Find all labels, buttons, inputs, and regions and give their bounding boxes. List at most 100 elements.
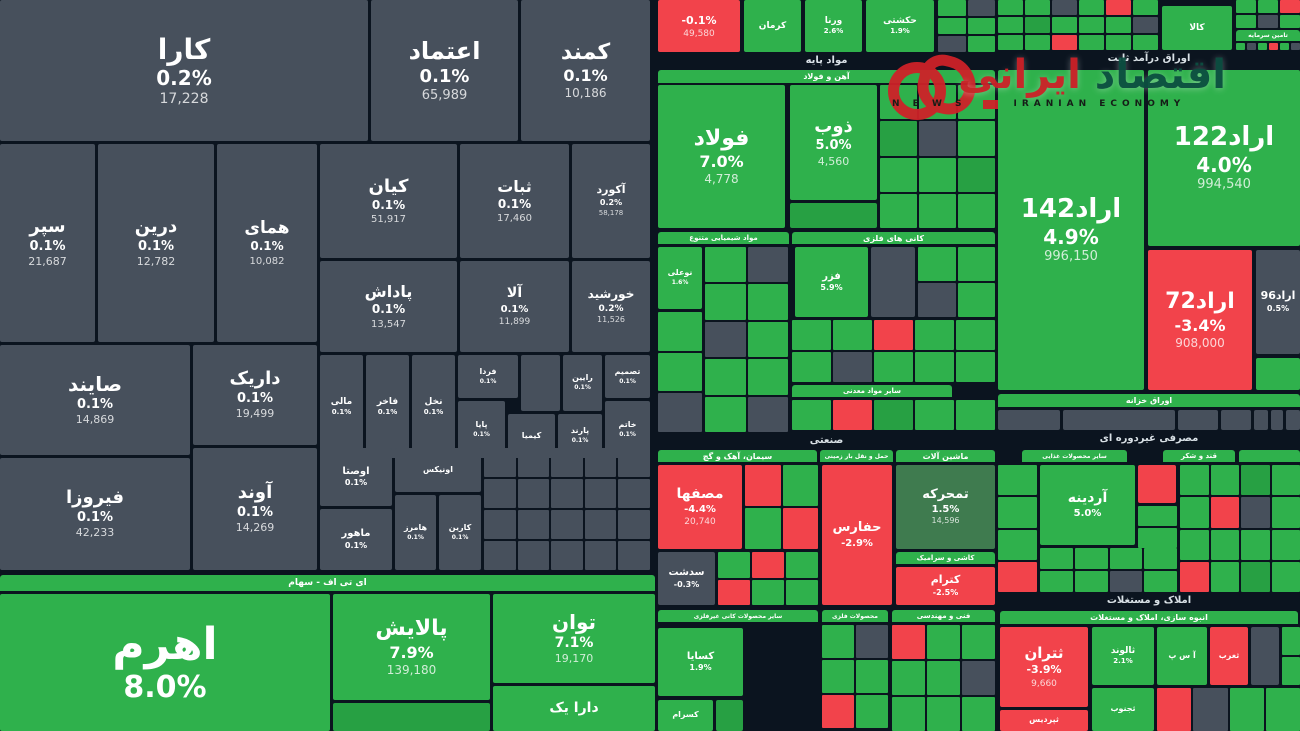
- mosaic-cell[interactable]: [1210, 561, 1239, 592]
- mosaic-cell[interactable]: [1133, 0, 1158, 16]
- mosaic-cell[interactable]: [938, 36, 966, 52]
- tile-اونیکس[interactable]: اونیکس: [395, 448, 481, 492]
- tile-مصفها[interactable]: مصفها -4.4% 20,740: [658, 465, 742, 549]
- mosaic-cell[interactable]: [1052, 0, 1077, 16]
- mosaic-cell[interactable]: [1271, 561, 1300, 592]
- mosaic-cell[interactable]: [705, 247, 746, 283]
- mosaic-cell[interactable]: [1106, 0, 1131, 16]
- mosaic-cell[interactable]: [618, 479, 650, 508]
- mosaic-cell[interactable]: [618, 541, 650, 570]
- mosaic-cell[interactable]: [958, 157, 995, 192]
- mosaic-cell[interactable]: [484, 448, 516, 477]
- mosaic-cell[interactable]: [792, 400, 831, 430]
- mosaic-cell[interactable]: [918, 283, 956, 317]
- mosaic-cell[interactable]: [584, 541, 617, 570]
- mosaic-cell[interactable]: [1271, 529, 1300, 560]
- mosaic-cell[interactable]: [718, 579, 750, 605]
- mosaic-cell[interactable]: [957, 247, 995, 281]
- mosaic-cell[interactable]: [938, 0, 966, 16]
- mosaic-cell[interactable]: [1236, 0, 1256, 13]
- mosaic-cell[interactable]: [1040, 571, 1073, 592]
- mosaic-cell[interactable]: [1025, 0, 1050, 16]
- mosaic-cell[interactable]: [1180, 465, 1209, 496]
- mosaic-cell[interactable]: [856, 625, 888, 658]
- mosaic-cell[interactable]: [1052, 34, 1077, 50]
- tile-cell[interactable]: [1221, 410, 1251, 430]
- mosaic-cell[interactable]: [1025, 34, 1050, 50]
- tile-کترام[interactable]: کترام -2.5%: [896, 567, 995, 605]
- mosaic-cell[interactable]: [584, 510, 617, 539]
- tile-اهرم[interactable]: اهرم 8.0%: [0, 594, 330, 731]
- mosaic-cell[interactable]: [1241, 497, 1270, 528]
- tile-ماهور[interactable]: ماهور 0.1%: [320, 509, 392, 570]
- mosaic-cell[interactable]: [551, 541, 583, 570]
- tile-اراد96[interactable]: اراد96 0.5%: [1256, 250, 1300, 354]
- tile-ثجنوب[interactable]: ثجنوب: [1092, 688, 1154, 731]
- mosaic-cell[interactable]: [880, 157, 917, 192]
- tile-آلا[interactable]: آلا 0.1% 11,899: [460, 261, 569, 352]
- tile-فردا[interactable]: فردا 0.1%: [458, 355, 518, 398]
- mosaic-cell[interactable]: [998, 465, 1037, 496]
- mosaic-cell[interactable]: [833, 400, 872, 430]
- tile-نخل[interactable]: نخل 0.1%: [412, 355, 455, 458]
- mosaic-cell[interactable]: [918, 247, 956, 281]
- tile-پالایش[interactable]: پالایش 7.9% 139,180: [333, 594, 490, 700]
- mosaic-cell[interactable]: [967, 0, 995, 16]
- tile-ذوب[interactable]: ذوب 5.0% 4,560: [790, 85, 877, 200]
- mosaic-cell[interactable]: [658, 393, 702, 432]
- mosaic-cell[interactable]: [705, 321, 746, 358]
- mosaic-cell[interactable]: [962, 625, 995, 659]
- mosaic-cell[interactable]: [915, 320, 954, 350]
- mosaic-cell[interactable]: [1271, 497, 1300, 528]
- mosaic-cell[interactable]: [856, 695, 888, 728]
- mosaic-cell[interactable]: [919, 157, 956, 192]
- mosaic-cell[interactable]: [782, 465, 818, 506]
- mosaic-cell[interactable]: [1157, 688, 1192, 731]
- mosaic-cell[interactable]: [745, 465, 781, 506]
- mosaic-cell[interactable]: [1291, 43, 1300, 50]
- mosaic-cell[interactable]: [1144, 571, 1177, 592]
- mosaic-cell[interactable]: [1236, 43, 1245, 50]
- mosaic-cell[interactable]: [1210, 497, 1239, 528]
- mosaic-cell[interactable]: [705, 396, 746, 432]
- mosaic-cell[interactable]: [958, 121, 995, 156]
- mosaic-cell[interactable]: [786, 579, 818, 605]
- mosaic-cell[interactable]: [833, 352, 872, 382]
- tile-درین[interactable]: درین 0.1% 12,782: [98, 144, 214, 342]
- mosaic-cell[interactable]: [919, 193, 956, 228]
- tile-کمند[interactable]: کمند 0.1% 10,186: [521, 0, 650, 141]
- tile-پاداش[interactable]: پاداش 0.1% 13,547: [320, 261, 457, 352]
- tile-اراد122[interactable]: اراد122 4.0% 994,540: [1148, 70, 1300, 246]
- tile-توان[interactable]: توان 7.1% 19,170: [493, 594, 655, 683]
- mosaic-cell[interactable]: [1271, 465, 1300, 496]
- mosaic-cell[interactable]: [998, 561, 1037, 592]
- tile-کارین[interactable]: کارین 0.1%: [439, 495, 481, 570]
- tile-کسایا[interactable]: کسایا 1.9%: [658, 628, 743, 696]
- mosaic-cell[interactable]: [1138, 506, 1177, 526]
- mosaic-cell[interactable]: [956, 352, 995, 382]
- mosaic-cell[interactable]: [1180, 561, 1209, 592]
- mosaic-cell[interactable]: [1052, 17, 1077, 33]
- mosaic-cell[interactable]: [745, 508, 781, 549]
- mosaic-cell[interactable]: [551, 448, 583, 477]
- mosaic-cell[interactable]: [1210, 465, 1239, 496]
- mosaic-cell[interactable]: [705, 359, 746, 395]
- mosaic-cell[interactable]: [874, 400, 913, 430]
- mosaic-cell[interactable]: [1269, 43, 1278, 50]
- mosaic-cell[interactable]: [1106, 34, 1131, 50]
- tile-تصمیم[interactable]: تصمیم 0.1%: [605, 355, 650, 398]
- mosaic-cell[interactable]: [584, 479, 617, 508]
- mosaic-cell[interactable]: [752, 552, 784, 578]
- mosaic-cell[interactable]: [919, 121, 956, 156]
- mosaic-cell[interactable]: [915, 400, 954, 430]
- tile-cell[interactable]: [1271, 410, 1283, 430]
- mosaic-cell[interactable]: [957, 283, 995, 317]
- tile-ثتران[interactable]: ثتران -3.9% 9,660: [1000, 627, 1088, 707]
- tile-اعتماد[interactable]: اعتماد 0.1% 65,989: [371, 0, 518, 141]
- tile-فاخر[interactable]: فاخر 0.1%: [366, 355, 409, 458]
- mosaic-cell[interactable]: [484, 541, 516, 570]
- mosaic-cell[interactable]: [938, 18, 966, 34]
- mosaic-cell[interactable]: [967, 36, 995, 52]
- mosaic-cell[interactable]: [927, 625, 960, 659]
- mosaic-cell[interactable]: [1282, 627, 1300, 655]
